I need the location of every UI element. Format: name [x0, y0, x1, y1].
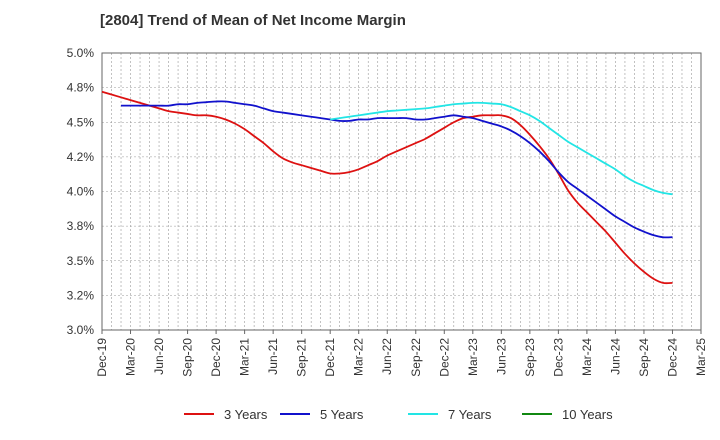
legend-label-10-years: 10 Years	[562, 407, 613, 422]
x-tick-label: Mar-24	[580, 338, 594, 376]
series-line-3-years	[101, 90, 673, 285]
x-tick-label: Dec-21	[323, 338, 337, 377]
x-tick-label: Mar-23	[466, 338, 480, 376]
y-tick-label: 4.5%	[67, 115, 95, 129]
x-tick-label: Dec-22	[437, 338, 451, 377]
x-tick-label: Jun-24	[608, 338, 622, 375]
chart-title: [2804] Trend of Mean of Net Income Margi…	[100, 12, 406, 29]
x-tick-label: Mar-20	[124, 338, 138, 376]
series-lines	[101, 90, 673, 285]
y-tick-label: 5.0%	[67, 46, 95, 60]
y-tick-label: 3.0%	[67, 323, 95, 337]
x-tick-label: Mar-25	[694, 338, 708, 376]
x-tick-label: Sep-24	[637, 338, 651, 377]
plot-border	[101, 52, 702, 331]
axes: 3.0% 3.2% 3.5% 3.8% 4.0% 4.2% 4.5% 4.8% 5.0% Dec-…	[67, 46, 708, 377]
y-tick-label: 3.8%	[67, 219, 95, 233]
legend: 3 Years 5 Years 7 Years 10 Years	[184, 407, 613, 422]
x-tick-label: Sep-22	[409, 338, 423, 377]
legend-label-5-years: 5 Years	[320, 407, 364, 422]
y-tick-label: 4.2%	[67, 150, 95, 164]
x-tick-label: Sep-23	[523, 338, 537, 377]
series-line-7-years	[330, 101, 673, 196]
x-tick-label: Dec-24	[665, 338, 679, 377]
x-tick-label: Jun-20	[152, 338, 166, 375]
y-tick-label: 3.2%	[67, 288, 95, 302]
x-tick-label: Mar-21	[238, 338, 252, 376]
x-tick-label: Sep-20	[181, 338, 195, 377]
y-tick-label: 4.0%	[67, 185, 95, 199]
x-tick-label: Sep-21	[295, 338, 309, 377]
y-tick-label: 4.8%	[67, 81, 95, 95]
grid	[101, 52, 702, 331]
x-tick-label: Jun-23	[494, 338, 508, 375]
legend-label-7-years: 7 Years	[448, 407, 492, 422]
y-tick-label: 3.5%	[67, 254, 95, 268]
x-tick-label: Mar-22	[352, 338, 366, 376]
x-tick-label: Jun-21	[266, 338, 280, 375]
x-tick-label: Jun-22	[380, 338, 394, 375]
x-tick-label: Dec-19	[95, 338, 109, 377]
x-tick-label: Dec-20	[209, 338, 223, 377]
x-tick-label: Dec-23	[551, 338, 565, 377]
plot-area	[102, 53, 701, 330]
series-line-5-years	[121, 100, 673, 239]
legend-label-3-years: 3 Years	[224, 407, 268, 422]
